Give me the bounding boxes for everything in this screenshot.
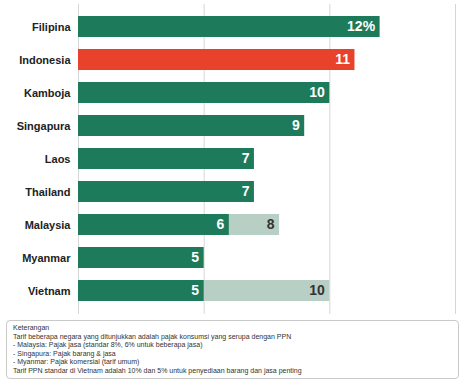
svg-text:5: 5 bbox=[191, 282, 199, 298]
svg-text:Myanmar: Myanmar bbox=[22, 252, 71, 264]
html-text:- Singapura: Pajak barang & ja: - Singapura: Pajak barang & jasa bbox=[13, 349, 116, 357]
svg-text:Indonesia: Indonesia bbox=[19, 54, 71, 66]
svg-text:Malaysia: Malaysia bbox=[25, 219, 72, 231]
svg-text:Singapura: Singapura bbox=[17, 120, 72, 132]
html-text:Keterangan: Keterangan bbox=[13, 324, 50, 331]
svg-text:9: 9 bbox=[292, 117, 300, 133]
svg-text:7: 7 bbox=[242, 183, 250, 199]
svg-text:Thailand: Thailand bbox=[25, 186, 70, 198]
svg-text:12%: 12% bbox=[347, 18, 376, 34]
html-text:- Myanmar: Pajak komersial (ta: - Myanmar: Pajak komersial (tarif umum) bbox=[13, 358, 140, 365]
html-text:- Malaysia: Pajak jasa (standa: - Malaysia: Pajak jasa (standar 8%, 6% u… bbox=[13, 341, 203, 348]
svg-text:Laos: Laos bbox=[45, 153, 71, 165]
svg-text:10: 10 bbox=[309, 84, 325, 100]
svg-text:8: 8 bbox=[267, 216, 275, 232]
svg-text:10: 10 bbox=[309, 282, 325, 298]
svg-text:6: 6 bbox=[217, 216, 225, 232]
svg-text:Vietnam: Vietnam bbox=[28, 285, 71, 297]
html-text:Tarif PPN standar di Vietnam a: Tarif PPN standar di Vietnam adalah 10% … bbox=[13, 366, 302, 374]
html-text:Tarif beberapa negara yang dit: Tarif beberapa negara yang ditunjukkan a… bbox=[13, 332, 292, 340]
svg-text:7: 7 bbox=[242, 150, 250, 166]
svg-text:5: 5 bbox=[191, 249, 199, 265]
svg-text:Kamboja: Kamboja bbox=[24, 87, 71, 99]
svg-text:Filipina: Filipina bbox=[32, 21, 71, 33]
svg-text:11: 11 bbox=[335, 51, 350, 67]
